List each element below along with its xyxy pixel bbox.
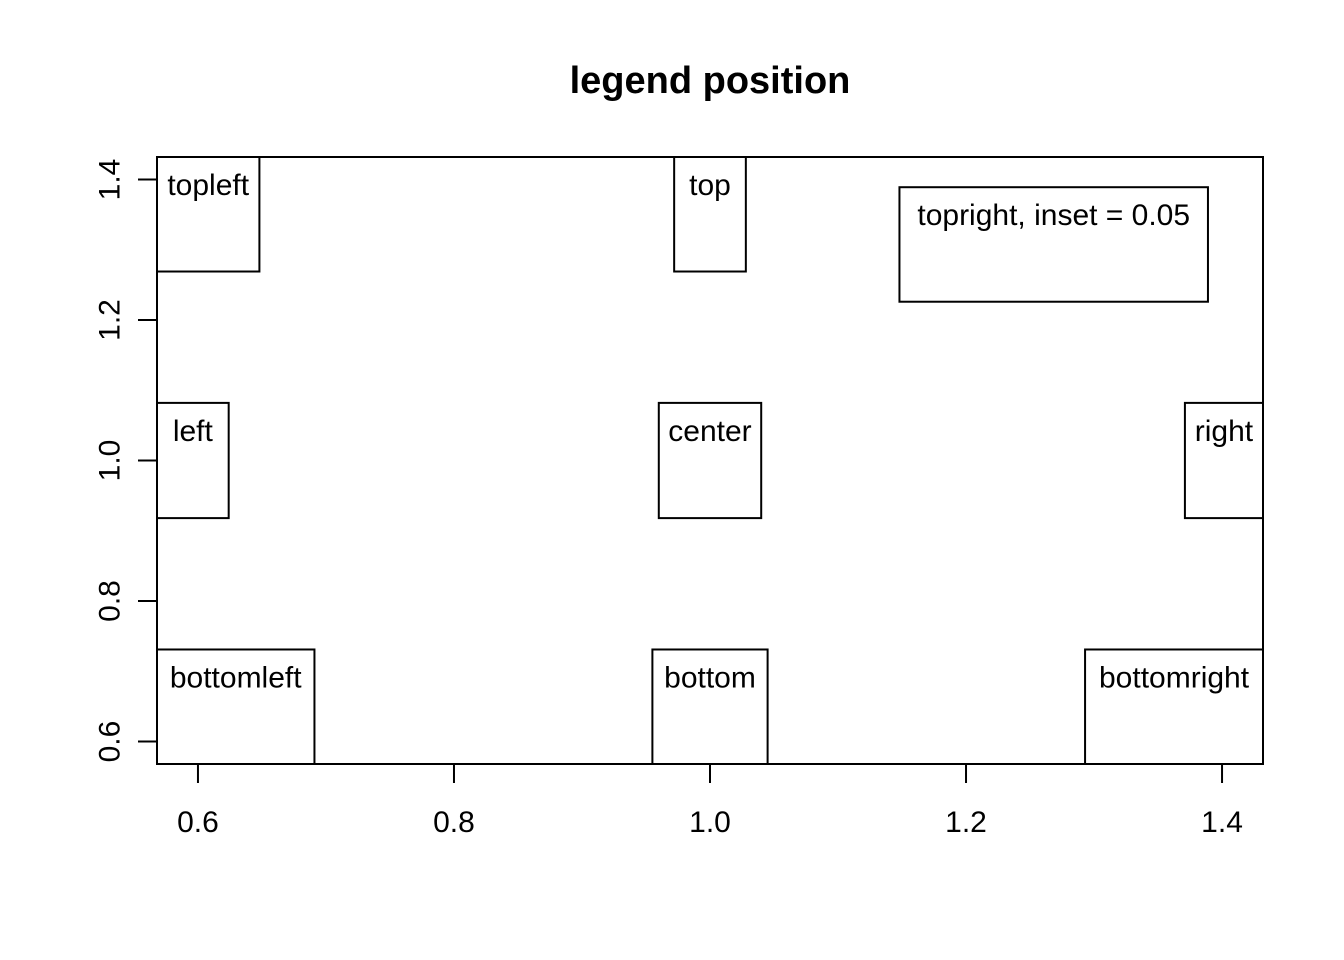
legend-box <box>156 648 316 765</box>
legend-label: topright, inset = 0.05 <box>917 199 1190 232</box>
y-tick-label: 1.4 <box>94 159 127 201</box>
legend-box <box>673 156 747 273</box>
legend-box <box>898 186 1209 303</box>
plot-area: 0.6 0.8 1.0 1.2 1.40.60.81.01.21.4 topleft top… <box>94 156 1265 839</box>
y-tick-label: 1.2 <box>94 299 127 341</box>
legend-label: topleft <box>167 169 249 202</box>
legend-label: bottomright <box>1099 661 1250 694</box>
legend-label: right <box>1195 415 1254 448</box>
x-tick-label: 0.8 <box>433 806 475 839</box>
x-tick-label: 0.6 <box>177 806 219 839</box>
legend-label: center <box>668 415 751 448</box>
legend-box <box>156 156 261 273</box>
y-tick-label: 0.6 <box>94 721 127 763</box>
x-tick-label: 1.0 <box>689 806 731 839</box>
legend-box <box>156 401 230 520</box>
x-tick-label: 1.4 <box>1201 806 1243 839</box>
x-tick-label: 1.2 <box>945 806 987 839</box>
legend-label: bottomleft <box>170 661 302 694</box>
y-tick-label: 0.8 <box>94 580 127 622</box>
legend-label: top <box>689 169 731 202</box>
legend-box <box>1084 648 1265 765</box>
legend-box <box>651 648 769 765</box>
legend-label: bottom <box>664 661 756 694</box>
legend-label: left <box>173 415 214 448</box>
legend-box <box>657 401 763 520</box>
legend-box <box>1183 401 1264 520</box>
y-tick-label: 1.0 <box>94 440 127 482</box>
chart-title: legend position <box>570 60 851 102</box>
